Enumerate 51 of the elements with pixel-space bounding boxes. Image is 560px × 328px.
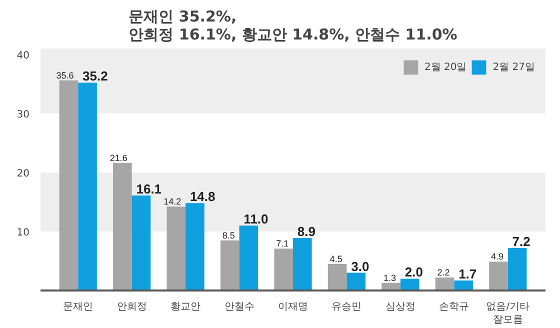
data-label: 3.0 [351, 258, 370, 274]
data-label: 8.5 [222, 230, 235, 240]
x-tick-label: 안희정 [116, 302, 147, 312]
y-tick-label: 30 [16, 109, 30, 120]
bar [220, 240, 240, 290]
bar [59, 80, 78, 290]
data-label: 14.2 [164, 196, 182, 207]
x-tick-label: 황교안 [170, 302, 201, 312]
y-tick-label: 40 [16, 50, 30, 62]
x-tick-label: 안철수 [224, 302, 254, 312]
bar [239, 226, 258, 290]
data-label: 8.9 [297, 224, 316, 239]
x-tick-label: 손학규 [439, 302, 470, 312]
y-tick-label: 10 [16, 227, 30, 238]
x-tick-label: 이재명 [278, 302, 308, 312]
data-label: 7.2 [512, 234, 530, 249]
data-label: 1.7 [458, 266, 477, 282]
x-tick-label: 심상정 [385, 302, 416, 312]
data-label: 35.2 [82, 68, 108, 84]
bar [489, 262, 508, 290]
bar [166, 206, 186, 290]
x-tick-label: 문재인 [63, 302, 94, 312]
chart-title: 문재인 35.2%, 안희정 16.1%, 황교안 14.8%, 안철수 11.0% [128, 8, 458, 44]
data-label: 11.0 [244, 212, 268, 227]
data-label: 1.3 [384, 272, 396, 283]
x-tick-label: 유승민 [332, 302, 362, 312]
legend-label: 2월 20일 [424, 61, 467, 74]
bar [328, 264, 347, 290]
x-tick-label: 없음/기타 잘모름 [486, 302, 530, 326]
bar [78, 82, 97, 290]
data-label: 2.2 [437, 268, 450, 278]
data-label: 21.6 [110, 153, 128, 164]
data-label: 35.6 [56, 70, 74, 80]
bar [186, 203, 204, 290]
data-label: 14.8 [190, 189, 216, 204]
data-label: 4.9 [490, 252, 504, 262]
bar [454, 280, 473, 290]
bar [346, 272, 366, 290]
bar [435, 278, 454, 290]
bar [508, 248, 527, 290]
data-label: 7.1 [276, 238, 289, 249]
bar [400, 278, 420, 290]
bar [113, 163, 132, 290]
legend-label: 2월 27일 [492, 61, 535, 74]
data-label: 16.1 [136, 181, 162, 196]
bar [132, 195, 151, 290]
bar [274, 248, 293, 290]
data-label: 2.0 [404, 264, 423, 280]
y-tick-label: 20 [16, 168, 30, 180]
data-label: 4.5 [330, 254, 342, 264]
bar [293, 238, 312, 290]
